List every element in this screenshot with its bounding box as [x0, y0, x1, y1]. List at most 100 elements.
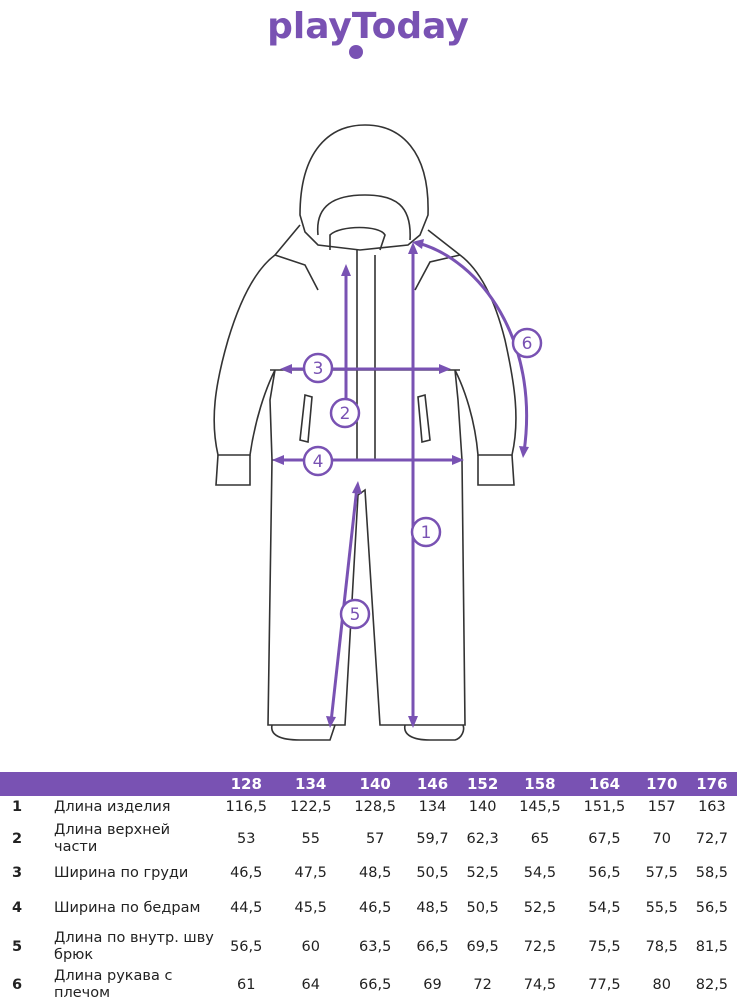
svg-text:1: 1: [421, 523, 432, 543]
measurement-value: 55: [301, 830, 320, 847]
measurement-label: Длина верхней части: [54, 822, 171, 855]
brand-logo: playToday: [267, 6, 469, 59]
measurement-markers: 1 2 3 4 5 6: [302, 327, 543, 630]
measurement-label: Длина по внутр. шву брюк: [54, 930, 214, 963]
measurement-value: 72,5: [523, 938, 557, 955]
measurement-value: 46,5: [230, 864, 263, 881]
table-row: 1 Длина изделия 116,5 122,5 128,5 134 140 145,5…: [0, 796, 737, 819]
size-header: 158: [524, 775, 556, 793]
measurement-value: 145,5: [519, 799, 561, 815]
row-number: 5: [12, 938, 23, 955]
marker-2: 2: [329, 397, 361, 429]
measurement-value: 58,5: [695, 864, 729, 881]
size-header: 152: [466, 775, 499, 793]
measurement-value: 57: [365, 830, 385, 847]
measurement-value: 53: [237, 830, 256, 847]
measurement-value: 69: [423, 976, 442, 993]
measurement-value: 72,7: [695, 830, 729, 847]
table-row: 3 Ширина по груди 46,5 47,5 48,5 50,5 52,5 54,5…: [0, 859, 737, 887]
row-number: 6: [12, 976, 23, 993]
measurement-value: 77,5: [588, 976, 621, 993]
row-number: 4: [12, 899, 23, 916]
measurement-value: 163: [698, 799, 726, 815]
table-row: 5 Длина по внутр. шву брюк 56,5 60 63,5 66,5 6…: [0, 929, 737, 965]
measurement-lines: [278, 241, 529, 723]
size-header: 170: [646, 775, 678, 793]
measurement-value: 56,5: [230, 938, 263, 955]
measurement-label: Ширина по груди: [54, 864, 189, 881]
measurement-value: 81,5: [695, 938, 729, 955]
measurement-value: 56,5: [695, 899, 729, 916]
measurement-value: 66,5: [416, 938, 449, 955]
table-row: 6 Длина рукава с плечом 61 64 66,5 69 72 74,5 77…: [0, 965, 737, 1005]
logo-dot: [349, 45, 363, 59]
measurement-value: 67,5: [588, 830, 621, 847]
measurement-label: Длина изделия: [54, 799, 171, 815]
measurement-value: 54,5: [523, 864, 557, 881]
size-header-row: 128 134 140 146 152 158 164 170 176: [0, 772, 737, 796]
measurement-value: 60: [301, 938, 320, 955]
jumpsuit-diagram: 1 2 3 4 5 6: [213, 124, 543, 741]
svg-text:2: 2: [340, 404, 351, 424]
measurement-value: 151,5: [583, 799, 626, 815]
measurement-value: 52,5: [466, 864, 499, 881]
measurement-value: 44,5: [230, 899, 263, 916]
measurement-value: 116,5: [225, 799, 267, 815]
logo-text: playToday: [267, 6, 469, 47]
marker-1: 1: [410, 516, 442, 548]
measurement-value: 45,5: [294, 899, 327, 916]
measurement-value: 47,5: [294, 864, 327, 881]
measurement-value: 122,5: [289, 799, 332, 815]
measurement-value: 157: [647, 799, 676, 815]
size-table: 128 134 140 146 152 158 164 170 176 1 Длина издел…: [0, 772, 737, 1005]
svg-text:5: 5: [350, 605, 361, 625]
measurement-value: 80: [652, 976, 671, 993]
svg-text:3: 3: [313, 359, 324, 379]
measurement-value: 61: [237, 976, 256, 993]
measurement-arrowheads: [272, 239, 529, 728]
measurement-value: 70: [652, 830, 671, 847]
marker-4: 4: [302, 445, 334, 477]
size-header: 146: [416, 775, 449, 793]
measurement-value: 56,5: [588, 864, 621, 881]
row-number: 3: [12, 864, 23, 881]
measurement-value: 74,5: [523, 976, 557, 993]
measurement-value: 66,5: [359, 976, 392, 993]
size-header: 134: [295, 775, 327, 793]
measurement-value: 52,5: [523, 899, 557, 916]
size-header: 164: [588, 775, 621, 793]
measure-line-6: [417, 241, 529, 453]
measurement-value: 50,5: [416, 864, 449, 881]
measurement-value: 57,5: [645, 864, 678, 881]
marker-3: 3: [302, 352, 334, 384]
row-number: 1: [12, 799, 23, 815]
table-row: 2 Длина верхней части 53 55 57 59,7 62,3 65 67,5…: [0, 819, 737, 859]
jumpsuit-outline: [213, 124, 517, 741]
table-row: 4 Ширина по бедрам 44,5 45,5 46,5 48,5 50,5 52,…: [0, 887, 737, 929]
measurement-value: 140: [468, 799, 497, 815]
measurement-value: 48,5: [359, 864, 392, 881]
measurement-value: 65: [530, 830, 550, 847]
measurement-value: 64: [301, 976, 320, 993]
measurement-value: 134: [418, 799, 447, 815]
measurement-value: 78,5: [645, 938, 678, 955]
measurement-value: 128,5: [354, 799, 396, 815]
measurement-value: 82,5: [695, 976, 729, 993]
measurement-value: 75,5: [588, 938, 621, 955]
marker-6: 6: [511, 327, 543, 359]
measurement-value: 48,5: [416, 899, 449, 916]
measurement-label: Ширина по бедрам: [54, 899, 201, 916]
row-number: 2: [12, 830, 23, 847]
size-header: 128: [230, 775, 262, 793]
measurement-value: 50,5: [466, 899, 499, 916]
svg-text:4: 4: [313, 452, 324, 472]
measurement-value: 46,5: [359, 899, 392, 916]
measurement-value: 59,7: [416, 830, 449, 847]
marker-5: 5: [339, 598, 371, 630]
measurement-value: 55,5: [645, 899, 678, 916]
size-header: 176: [696, 775, 728, 793]
svg-text:6: 6: [522, 334, 533, 354]
measurement-value: 63,5: [359, 938, 392, 955]
measurement-value: 69,5: [466, 938, 499, 955]
measurement-value: 54,5: [588, 899, 621, 916]
